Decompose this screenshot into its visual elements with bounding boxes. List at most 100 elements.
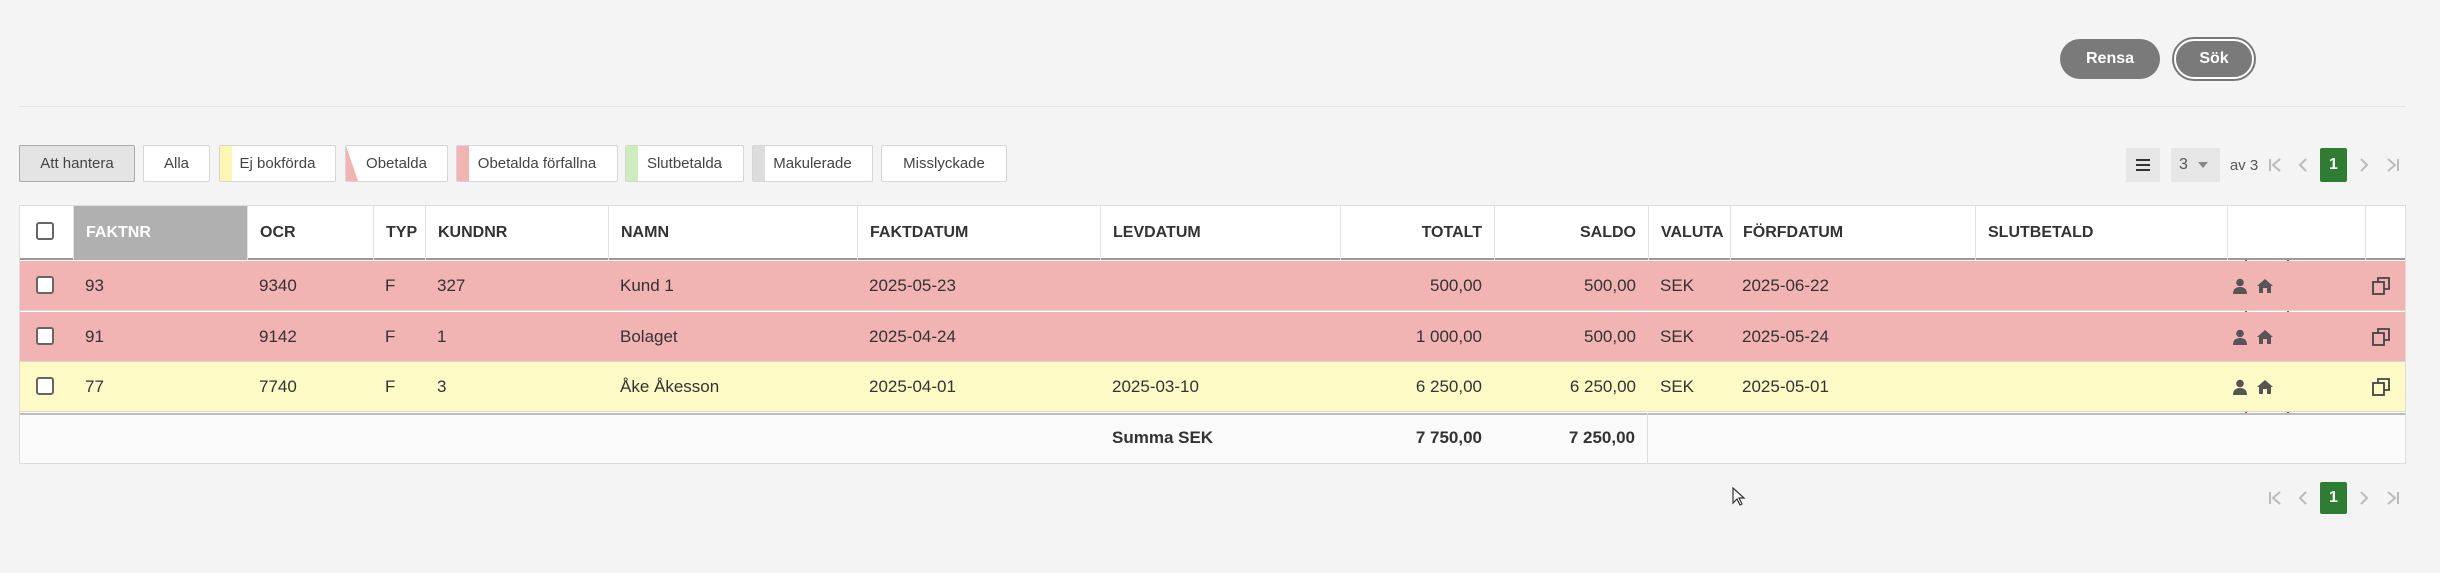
footer-row	[20, 413, 2405, 463]
column-header[interactable]: VALUTA	[1648, 206, 1730, 260]
status-swatch	[220, 146, 232, 181]
copy-icon[interactable]	[2372, 277, 2390, 295]
copy-icon[interactable]	[2372, 327, 2390, 346]
filter-tab[interactable]: Ej bokförda	[219, 145, 336, 182]
filter-tab[interactable]: Att hantera	[19, 145, 135, 182]
filter-tab[interactable]: Obetalda	[345, 145, 448, 182]
table-cell: F	[385, 326, 396, 346]
table-cell: F	[385, 276, 396, 295]
page-count: av 3	[2229, 156, 2259, 174]
table-row	[20, 362, 2405, 412]
footer-saldo: 7 250,00	[1494, 413, 1648, 463]
last-page[interactable]	[2386, 490, 2400, 506]
columns-menu[interactable]	[2126, 148, 2160, 182]
home-icon[interactable]	[2256, 379, 2274, 395]
table-cell: Bolaget	[620, 326, 678, 346]
last-page[interactable]	[2386, 157, 2400, 173]
status-swatch	[626, 146, 638, 181]
customer-icon[interactable]	[2232, 329, 2248, 345]
table-cell: F	[385, 377, 396, 396]
footer-label: Summa SEK	[1112, 428, 1214, 447]
divider	[19, 106, 2406, 107]
first-page[interactable]	[2268, 490, 2282, 506]
table-cell: 9340	[259, 276, 297, 295]
table-cell: 500,00	[1584, 326, 1636, 346]
home-icon[interactable]	[2256, 278, 2274, 294]
column-header[interactable]: NAMN	[608, 206, 857, 260]
current-page[interactable]: 1	[2320, 482, 2347, 514]
first-page[interactable]	[2268, 157, 2282, 173]
column-header[interactable]: FAKTNR	[73, 206, 247, 260]
filter-tab[interactable]: Obetalda förfallna	[456, 145, 618, 182]
column-header[interactable]: FAKTDATUM	[857, 206, 1100, 260]
prev-page[interactable]	[2297, 157, 2309, 173]
column-header-gap	[2365, 206, 2366, 260]
table-cell: 93	[85, 276, 104, 295]
table-cell: 2025-05-24	[1742, 326, 1829, 346]
home-icon[interactable]	[2256, 329, 2274, 345]
search-button[interactable]: Sök	[2172, 37, 2256, 81]
row-checkbox[interactable]	[36, 326, 54, 345]
table-row	[20, 261, 2405, 311]
next-page[interactable]	[2358, 490, 2370, 506]
row-checkbox[interactable]	[36, 276, 54, 294]
table-cell: Kund 1	[620, 276, 674, 295]
table-cell: 9142	[259, 326, 297, 346]
table-cell: 77	[85, 377, 104, 396]
page-size: 3	[2179, 156, 2188, 173]
table-cell: 2025-04-01	[869, 377, 956, 396]
menu-icon	[2136, 159, 2150, 171]
page-size-select[interactable]: 3	[2171, 148, 2220, 182]
table-cell: SEK	[1660, 326, 1695, 346]
column-header[interactable]: TOTALT	[1340, 206, 1494, 260]
table-cell: 327	[437, 276, 466, 295]
clear-button[interactable]: Rensa	[2060, 39, 2160, 79]
status-swatch	[753, 146, 765, 181]
column-header[interactable]: OCR	[247, 206, 373, 260]
column-header[interactable]: FÖRFDATUM	[1730, 206, 1975, 260]
table-cell: 2025-05-23	[869, 276, 956, 295]
customer-icon[interactable]	[2232, 278, 2248, 294]
column-header[interactable]: KUNDNR	[425, 206, 608, 260]
table-cell: 1 000,00	[1415, 326, 1482, 346]
next-page[interactable]	[2358, 157, 2370, 173]
header-row	[20, 206, 2405, 260]
column-header[interactable]: TYP	[373, 206, 425, 260]
column-header[interactable]: SALDO	[1494, 206, 1648, 260]
filter-tab[interactable]: Slutbetalda	[625, 145, 744, 182]
table-cell: 3	[437, 377, 447, 396]
table-cell: 2025-06-22	[1742, 276, 1829, 295]
table-cell: 6 250,00	[1415, 377, 1482, 396]
footer-total: 7 750,00	[1415, 428, 1482, 447]
copy-icon[interactable]	[2372, 378, 2390, 396]
table-cell: 7740	[259, 377, 297, 396]
filter-tab[interactable]: Alla	[143, 145, 210, 182]
table-cell: 2025-03-10	[1112, 377, 1199, 396]
table-cell: 2025-05-01	[1742, 377, 1829, 396]
table-cell: SEK	[1660, 276, 1695, 295]
table-cell: 1	[437, 326, 447, 346]
table-row	[20, 311, 2405, 362]
status-swatch	[457, 146, 469, 181]
row-checkbox[interactable]	[36, 377, 54, 395]
table-cell: 2025-04-24	[869, 326, 956, 346]
table-cell: Åke Åkesson	[620, 377, 720, 396]
column-header[interactable]: LEVDATUM	[1100, 206, 1340, 260]
prev-page[interactable]	[2297, 490, 2309, 506]
select-all[interactable]	[36, 222, 54, 240]
dropdown-icon	[2197, 162, 2208, 168]
table-cell: SEK	[1660, 377, 1695, 396]
table-cell: 500,00	[1584, 276, 1636, 295]
column-header[interactable]: SLUTBETALD	[1975, 206, 2227, 260]
column-header-gap	[2227, 206, 2406, 260]
table-cell: 91	[85, 326, 104, 346]
current-page[interactable]: 1	[2320, 148, 2347, 182]
cursor	[1732, 487, 1746, 506]
table-cell: 500,00	[1430, 276, 1482, 295]
table-cell: 6 250,00	[1569, 377, 1636, 396]
filter-tab[interactable]: Makulerade	[752, 145, 873, 182]
customer-icon[interactable]	[2232, 379, 2248, 395]
status-swatch	[346, 146, 358, 181]
filter-tab[interactable]: Misslyckade	[881, 145, 1007, 182]
